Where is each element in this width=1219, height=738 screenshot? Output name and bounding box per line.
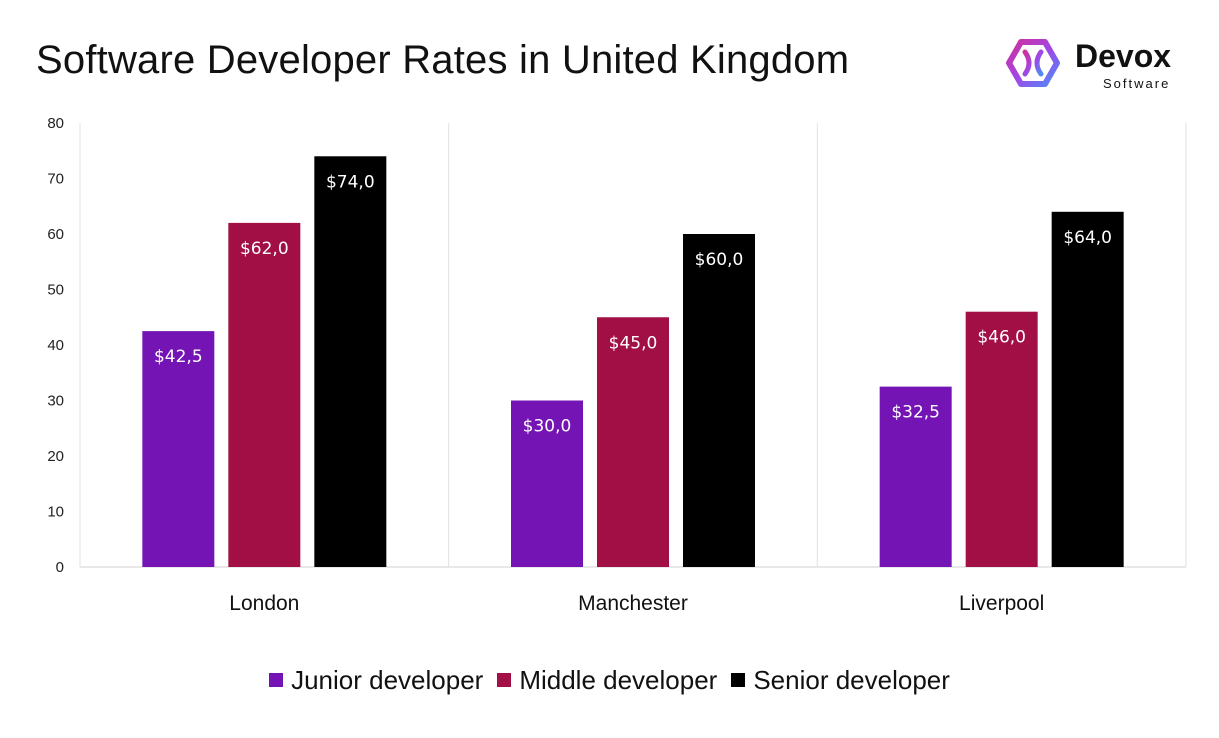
bar bbox=[597, 317, 669, 567]
bar bbox=[879, 386, 952, 567]
x-category-label: Liverpool bbox=[959, 592, 1044, 615]
legend-item: Junior developer bbox=[269, 665, 483, 696]
bar-value-label: $42,5 bbox=[154, 347, 203, 367]
y-tick-label: 50 bbox=[47, 282, 64, 299]
y-tick-label: 0 bbox=[56, 559, 64, 576]
bar bbox=[142, 331, 215, 567]
legend-label: Senior developer bbox=[753, 664, 950, 695]
bar-value-label: $46,0 bbox=[977, 328, 1026, 348]
bar bbox=[1051, 211, 1124, 568]
chart-title: Software Developer Rates in United Kingd… bbox=[36, 38, 850, 82]
legend-swatch bbox=[497, 673, 512, 687]
bar-value-label: $45,0 bbox=[609, 333, 658, 353]
y-tick-label: 30 bbox=[47, 393, 64, 410]
bar bbox=[683, 234, 755, 567]
bar-value-label: $60,0 bbox=[695, 250, 744, 270]
bar-value-label: $30,0 bbox=[523, 417, 572, 437]
legend-swatch bbox=[269, 673, 284, 687]
brand-name: Devox bbox=[1075, 38, 1172, 74]
y-tick-label: 70 bbox=[47, 171, 64, 188]
legend-item: Middle developer bbox=[497, 665, 717, 696]
devox-logo-icon bbox=[1006, 39, 1060, 87]
bar bbox=[511, 400, 583, 567]
bar-value-label: $74,0 bbox=[326, 172, 375, 192]
y-tick-label: 10 bbox=[47, 504, 64, 521]
bar-value-label: $64,0 bbox=[1063, 228, 1112, 248]
bar-value-label: $32,5 bbox=[891, 403, 940, 423]
chart-legend: Junior developer Middle developer Senior d… bbox=[0, 662, 1219, 698]
legend-swatch bbox=[731, 673, 746, 687]
x-category-label: Manchester bbox=[578, 592, 688, 615]
bar bbox=[228, 222, 301, 567]
legend-label: Junior developer bbox=[291, 664, 484, 695]
y-tick-label: 40 bbox=[47, 337, 64, 354]
brand-logo: Devox Software bbox=[1003, 36, 1193, 92]
bar-value-label: $62,0 bbox=[240, 239, 289, 259]
brand-subtitle: Software bbox=[1103, 76, 1171, 91]
y-tick-label: 80 bbox=[47, 115, 64, 132]
y-tick-label: 60 bbox=[47, 226, 64, 243]
bar-chart: 0 10 20 30 40 50 60 70 80 $42,5 $62,0 $74,0 London $3… bbox=[47, 115, 1187, 615]
bar bbox=[965, 311, 1038, 567]
y-tick-label: 20 bbox=[47, 448, 64, 465]
legend-item: Senior developer bbox=[731, 665, 950, 696]
legend-label: Middle developer bbox=[519, 664, 718, 695]
x-category-label: London bbox=[229, 592, 299, 615]
bar bbox=[314, 156, 387, 568]
